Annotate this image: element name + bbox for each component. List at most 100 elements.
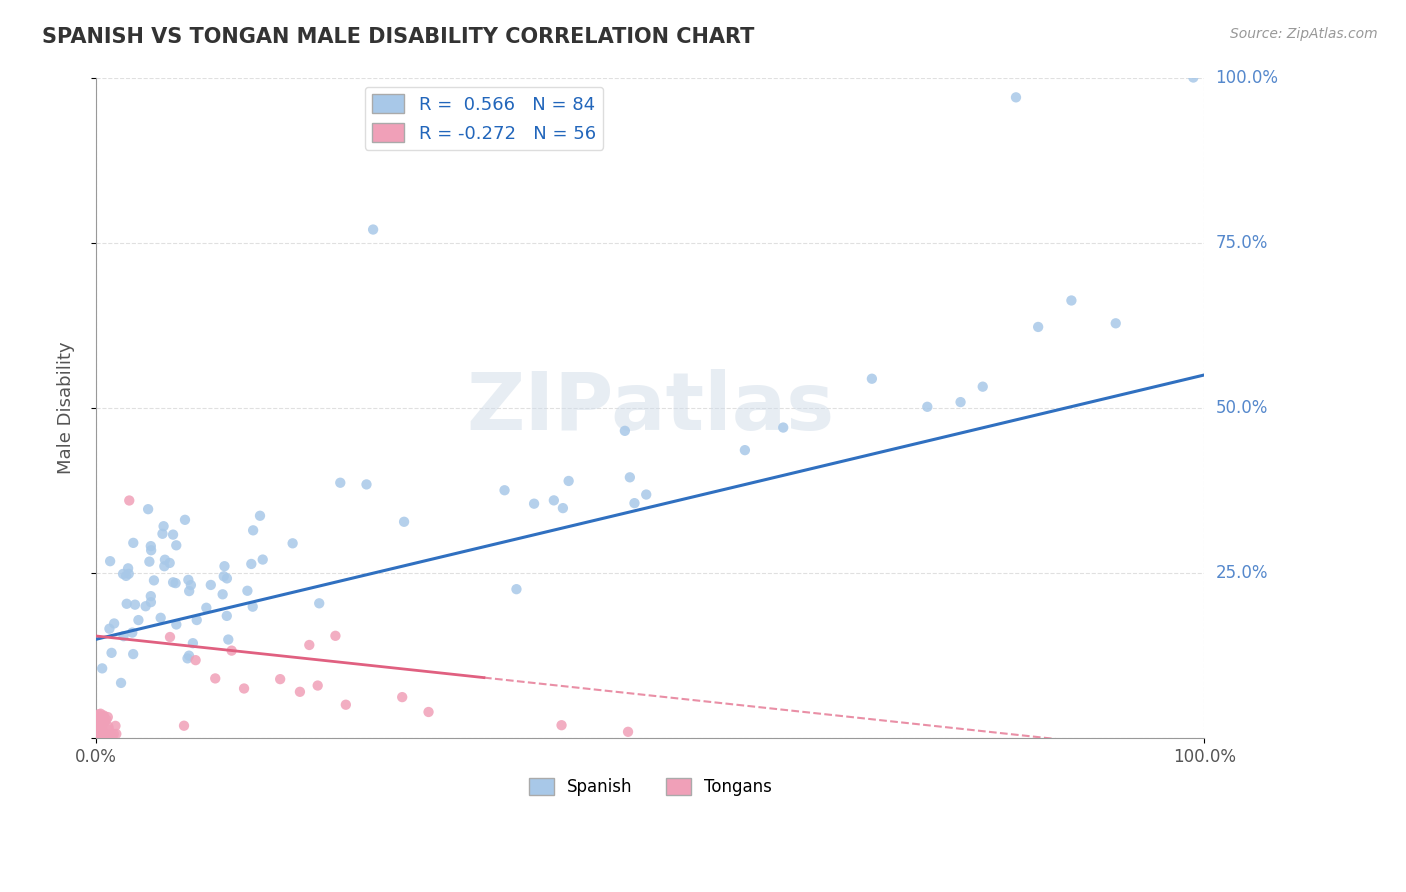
Point bbox=[1026, 320, 1049, 334]
Point bbox=[174, 513, 197, 527]
Point bbox=[860, 372, 883, 386]
Point bbox=[392, 515, 415, 529]
Point bbox=[325, 629, 347, 643]
Point bbox=[551, 501, 574, 516]
Text: Source: ZipAtlas.com: Source: ZipAtlas.com bbox=[1230, 27, 1378, 41]
Point bbox=[195, 600, 218, 615]
Point bbox=[236, 583, 259, 598]
Point bbox=[118, 493, 141, 508]
Point bbox=[139, 595, 162, 609]
Point bbox=[329, 475, 352, 490]
Point bbox=[86, 727, 108, 741]
Point bbox=[93, 714, 115, 729]
Point bbox=[93, 708, 115, 723]
Point bbox=[104, 719, 127, 733]
Point bbox=[152, 526, 174, 541]
Point bbox=[103, 616, 125, 631]
Point bbox=[523, 497, 546, 511]
Point bbox=[84, 715, 107, 730]
Point bbox=[135, 599, 157, 614]
Point bbox=[162, 527, 184, 541]
Point bbox=[86, 723, 108, 737]
Text: SPANISH VS TONGAN MALE DISABILITY CORRELATION CHART: SPANISH VS TONGAN MALE DISABILITY CORREL… bbox=[42, 27, 755, 46]
Point bbox=[93, 725, 115, 739]
Text: 100.0%: 100.0% bbox=[1216, 69, 1278, 87]
Point bbox=[138, 555, 160, 569]
Point bbox=[89, 725, 111, 739]
Point bbox=[105, 727, 128, 741]
Point bbox=[917, 400, 939, 414]
Point bbox=[1005, 90, 1028, 104]
Point bbox=[90, 725, 112, 739]
Point bbox=[98, 622, 121, 636]
Point bbox=[242, 599, 264, 614]
Point bbox=[159, 556, 181, 570]
Point bbox=[180, 578, 202, 592]
Point bbox=[335, 698, 357, 712]
Point bbox=[159, 630, 181, 644]
Point bbox=[100, 646, 122, 660]
Point bbox=[89, 726, 111, 740]
Point bbox=[136, 502, 159, 516]
Point bbox=[91, 711, 114, 725]
Point bbox=[96, 713, 118, 727]
Point bbox=[215, 608, 238, 623]
Point bbox=[87, 707, 110, 722]
Point bbox=[90, 719, 112, 733]
Point bbox=[307, 679, 329, 693]
Point bbox=[200, 578, 222, 592]
Point bbox=[112, 566, 135, 581]
Point bbox=[86, 710, 108, 724]
Legend: Spanish, Tongans: Spanish, Tongans bbox=[522, 772, 779, 803]
Point bbox=[242, 524, 264, 538]
Point bbox=[215, 571, 238, 585]
Point bbox=[152, 519, 174, 533]
Point bbox=[505, 582, 527, 597]
Point bbox=[90, 720, 112, 734]
Point bbox=[550, 718, 572, 732]
Point bbox=[217, 632, 239, 647]
Point bbox=[543, 493, 565, 508]
Point bbox=[494, 483, 516, 498]
Point bbox=[153, 552, 176, 566]
Point bbox=[127, 613, 149, 627]
Point bbox=[176, 651, 198, 665]
Point bbox=[115, 597, 138, 611]
Point bbox=[122, 536, 145, 550]
Point bbox=[86, 721, 108, 735]
Point bbox=[233, 681, 256, 696]
Point bbox=[139, 589, 162, 603]
Point bbox=[221, 643, 243, 657]
Point bbox=[772, 420, 794, 434]
Point bbox=[141, 543, 163, 558]
Point bbox=[153, 559, 176, 574]
Point bbox=[949, 395, 972, 409]
Point bbox=[391, 690, 413, 705]
Point bbox=[418, 705, 440, 719]
Point bbox=[89, 722, 111, 736]
Point bbox=[86, 730, 108, 744]
Point bbox=[1060, 293, 1083, 308]
Point bbox=[173, 719, 195, 733]
Point bbox=[97, 720, 120, 734]
Point bbox=[101, 729, 124, 743]
Point bbox=[617, 724, 640, 739]
Point bbox=[97, 723, 120, 737]
Point bbox=[98, 554, 121, 568]
Point bbox=[619, 470, 641, 484]
Point bbox=[103, 727, 125, 741]
Point bbox=[177, 573, 200, 587]
Point bbox=[121, 625, 143, 640]
Point bbox=[90, 723, 112, 737]
Point bbox=[214, 559, 236, 574]
Point bbox=[110, 676, 132, 690]
Point bbox=[557, 474, 579, 488]
Point bbox=[613, 424, 636, 438]
Point bbox=[112, 629, 135, 643]
Point bbox=[165, 576, 187, 591]
Point bbox=[91, 661, 114, 675]
Point bbox=[636, 487, 658, 501]
Point bbox=[162, 575, 184, 590]
Point bbox=[90, 716, 112, 731]
Point bbox=[1105, 316, 1128, 330]
